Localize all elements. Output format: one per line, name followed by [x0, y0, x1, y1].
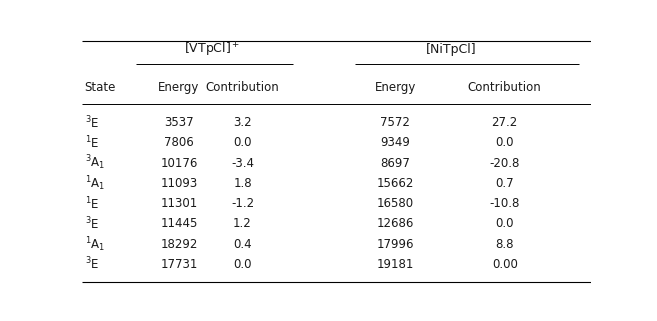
Text: -20.8: -20.8: [489, 157, 520, 169]
Text: 0.4: 0.4: [233, 238, 252, 251]
Text: 16580: 16580: [376, 197, 414, 210]
Text: $^1$E: $^1$E: [85, 134, 99, 151]
Text: 8.8: 8.8: [495, 238, 514, 251]
Text: 0.0: 0.0: [233, 258, 252, 271]
Text: 9349: 9349: [380, 136, 410, 149]
Text: 0.0: 0.0: [233, 136, 252, 149]
Text: 11301: 11301: [160, 197, 198, 210]
Text: 27.2: 27.2: [491, 116, 518, 129]
Text: 10176: 10176: [160, 157, 198, 169]
Text: Energy: Energy: [158, 82, 200, 94]
Text: 8697: 8697: [380, 157, 410, 169]
Text: 12686: 12686: [376, 217, 414, 230]
Text: State: State: [85, 82, 116, 94]
Text: [NiTpCl]: [NiTpCl]: [426, 43, 476, 56]
Text: [VTpCl]$^+$: [VTpCl]$^+$: [184, 40, 240, 59]
Text: Energy: Energy: [374, 82, 416, 94]
Text: -3.4: -3.4: [231, 157, 254, 169]
Text: Contribution: Contribution: [206, 82, 279, 94]
Text: 7572: 7572: [380, 116, 410, 129]
Text: 1.2: 1.2: [233, 217, 252, 230]
Text: 19181: 19181: [376, 258, 414, 271]
Text: $^3$E: $^3$E: [85, 256, 99, 273]
Text: $^3$A$_1$: $^3$A$_1$: [85, 154, 105, 172]
Text: -1.2: -1.2: [231, 197, 254, 210]
Text: $^1$A$_1$: $^1$A$_1$: [85, 235, 105, 254]
Text: 3537: 3537: [164, 116, 194, 129]
Text: 0.0: 0.0: [495, 217, 514, 230]
Text: $^1$A$_1$: $^1$A$_1$: [85, 174, 105, 193]
Text: 0.00: 0.00: [492, 258, 518, 271]
Text: $^3$E: $^3$E: [85, 114, 99, 131]
Text: 0.7: 0.7: [495, 177, 514, 190]
Text: Contribution: Contribution: [468, 82, 541, 94]
Text: 11093: 11093: [160, 177, 198, 190]
Text: 0.0: 0.0: [495, 136, 514, 149]
Text: 11445: 11445: [160, 217, 198, 230]
Text: 3.2: 3.2: [233, 116, 252, 129]
Text: 7806: 7806: [164, 136, 194, 149]
Text: $^3$E: $^3$E: [85, 216, 99, 232]
Text: 17731: 17731: [160, 258, 198, 271]
Text: -10.8: -10.8: [489, 197, 520, 210]
Text: 17996: 17996: [376, 238, 414, 251]
Text: $^1$E: $^1$E: [85, 195, 99, 212]
Text: 15662: 15662: [376, 177, 414, 190]
Text: 18292: 18292: [160, 238, 198, 251]
Text: 1.8: 1.8: [233, 177, 252, 190]
